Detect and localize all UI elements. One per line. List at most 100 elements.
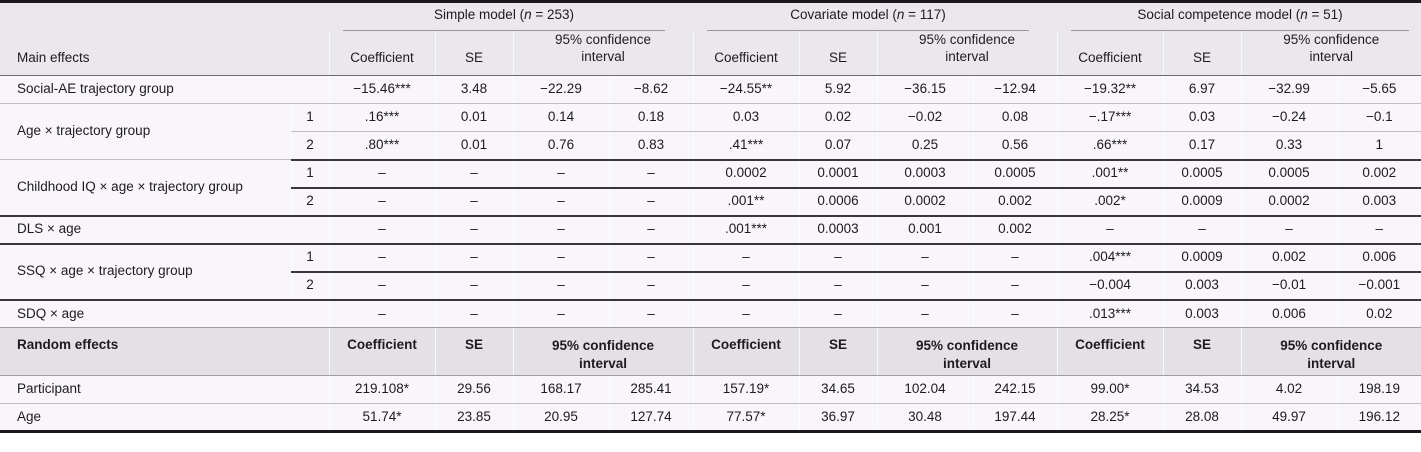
table-row-ssq-2: 2 – – – – – – – – −0.004 0.003 −0.01 −0.… (0, 271, 1421, 301)
value-cell: – (692, 243, 800, 273)
value-cell: 0.01 (434, 103, 513, 132)
table-header: Simple model (n = 253) Covariate model (… (0, 1, 1421, 76)
value-cell: 242.15 (972, 375, 1058, 404)
value-cell: – (692, 299, 800, 328)
value-cell: .66*** (1056, 131, 1164, 161)
value-cell: 0.02 (798, 103, 878, 132)
value-cell: 0.25 (876, 131, 974, 161)
col-coefficient: Coefficient (328, 327, 435, 376)
value-cell: – (876, 299, 974, 328)
value-cell: – (608, 159, 694, 189)
row-label: Social-AE trajectory group (0, 75, 329, 104)
value-cell: 0.0001 (798, 159, 878, 189)
value-cell: – (328, 243, 435, 273)
value-cell: .16*** (328, 103, 435, 132)
value-cell: −12.94 (972, 75, 1058, 104)
table-row-age-x-trajectory-1: Age × trajectory group 1 .16*** 0.01 0.1… (0, 103, 1421, 160)
value-cell: .41*** (692, 131, 800, 161)
col-se: SE (798, 327, 878, 376)
value-cell: – (972, 243, 1058, 273)
value-cell: 0.0002 (876, 187, 974, 217)
value-cell: – (512, 271, 609, 301)
table-row-sdq-x-age: SDQ × age – – – – – – – – .013*** 0.003 … (0, 299, 1421, 328)
value-cell: 6.97 (1162, 75, 1242, 104)
corner-cell (0, 1, 329, 31)
value-cell: – (798, 271, 878, 301)
value-cell: – (512, 215, 609, 245)
value-cell: .013*** (1056, 299, 1164, 328)
value-cell: 34.53 (1162, 375, 1242, 404)
value-cell: 0.006 (1336, 243, 1421, 273)
col-se: SE (798, 30, 878, 76)
row-label: Age × trajectory group (0, 103, 291, 160)
value-cell: – (608, 187, 694, 217)
value-cell: 168.17 (512, 375, 609, 404)
value-cell: −19.32** (1056, 75, 1164, 104)
value-cell: 0.01 (434, 131, 513, 161)
value-cell: −22.29 (512, 75, 609, 104)
value-cell: – (608, 243, 694, 273)
value-cell: −15.46*** (328, 75, 435, 104)
value-cell: 197.44 (972, 403, 1058, 432)
col-ci: 95% confidence interval (512, 30, 694, 76)
column-header-row: Main effects Coefficient SE 95% confiden… (0, 30, 1421, 76)
value-cell: 0.003 (1162, 271, 1242, 301)
value-cell: – (608, 299, 694, 328)
value-cell: – (1056, 215, 1164, 245)
col-ci: 95% confidence interval (876, 327, 1058, 376)
value-cell: 219.108* (328, 375, 435, 404)
value-cell: −0.1 (1336, 103, 1421, 132)
value-cell: 285.41 (608, 375, 694, 404)
table-row-social-ae: Social-AE trajectory group −15.46*** 3.4… (0, 75, 1421, 104)
value-cell: 196.12 (1336, 403, 1421, 432)
model-header-row: Simple model (n = 253) Covariate model (… (0, 1, 1421, 31)
value-cell: 0.76 (512, 131, 609, 161)
value-cell: – (512, 159, 609, 189)
value-cell: – (972, 271, 1058, 301)
value-cell: – (434, 271, 513, 301)
value-cell: – (512, 299, 609, 328)
random-effects-section-label: Random effects (0, 327, 329, 376)
value-cell: −24.55** (692, 75, 800, 104)
value-cell: 0.83 (608, 131, 694, 161)
value-cell: – (608, 215, 694, 245)
value-cell: – (434, 299, 513, 328)
col-ci: 95% confidence interval (1240, 327, 1421, 376)
subgroup-index: 2 (290, 187, 329, 217)
italic-n: n (524, 7, 532, 23)
value-cell: 0.0002 (1240, 187, 1338, 217)
value-cell: 99.00* (1056, 375, 1164, 404)
value-cell: – (876, 271, 974, 301)
model-title: Social competence model (n = 51) (1071, 7, 1410, 31)
value-cell: 30.48 (876, 403, 974, 432)
value-cell: 0.002 (972, 187, 1058, 217)
value-cell: – (512, 187, 609, 217)
row-label: SDQ × age (0, 299, 329, 328)
value-cell: 0.002 (1336, 159, 1421, 189)
table-row-childhood-iq-2: 2 – – – – .001** 0.0006 0.0002 0.002 .00… (0, 187, 1421, 217)
value-cell: .002* (1056, 187, 1164, 217)
value-cell: – (1162, 215, 1242, 245)
row-label: Participant (0, 375, 329, 404)
value-cell: .001** (692, 187, 800, 217)
value-cell: −0.004 (1056, 271, 1164, 301)
value-cell: 0.0002 (692, 159, 800, 189)
model-header-social-competence: Social competence model (n = 51) (1057, 1, 1421, 31)
value-cell: – (1336, 215, 1421, 245)
value-cell: −0.01 (1240, 271, 1338, 301)
value-cell: 4.02 (1240, 375, 1338, 404)
value-cell: – (972, 299, 1058, 328)
value-cell: 102.04 (876, 375, 974, 404)
results-table: Simple model (n = 253) Covariate model (… (0, 0, 1421, 433)
value-cell: 0.14 (512, 103, 609, 132)
value-cell: −8.62 (608, 75, 694, 104)
value-cell: −32.99 (1240, 75, 1338, 104)
value-cell: – (328, 187, 435, 217)
value-cell: 0.56 (972, 131, 1058, 161)
col-ci: 95% confidence interval (512, 327, 694, 376)
value-cell: – (434, 187, 513, 217)
value-cell: – (434, 243, 513, 273)
value-cell: 0.0005 (1240, 159, 1338, 189)
value-cell: 51.74* (328, 403, 435, 432)
value-cell: 0.002 (972, 215, 1058, 245)
